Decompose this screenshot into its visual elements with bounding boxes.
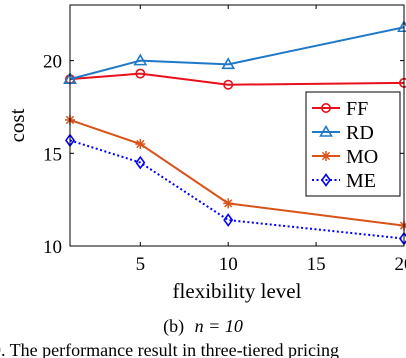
axes-box bbox=[69, 4, 405, 247]
marker-stroke bbox=[136, 139, 145, 149]
data-point-rd bbox=[133, 53, 148, 66]
series-line-rd bbox=[69, 26, 405, 81]
legend-marker-me bbox=[321, 173, 331, 187]
legend-label-ff: FF bbox=[346, 98, 368, 120]
legend-label-rd: RD bbox=[346, 122, 374, 144]
figure-caption-footer: 9. The performance result in three-tiere… bbox=[0, 340, 339, 358]
data-point-mo bbox=[223, 198, 234, 209]
series-line-ff bbox=[69, 72, 405, 86]
y-tick-label: 15 bbox=[43, 144, 62, 165]
legend-marker-ff bbox=[320, 103, 331, 114]
legend-item-ff: FF bbox=[312, 98, 368, 120]
axes: 5 10 15 20 10 15 20 bbox=[43, 4, 406, 275]
data-point-mo bbox=[135, 139, 146, 150]
data-point-ff bbox=[223, 79, 234, 90]
series-line-me bbox=[69, 139, 405, 240]
marker-stroke bbox=[321, 151, 331, 161]
y-tick-label: 10 bbox=[43, 237, 62, 258]
legend-item-me: ME bbox=[312, 170, 376, 192]
data-point-rd bbox=[221, 57, 236, 70]
x-tick-label: 5 bbox=[136, 254, 146, 275]
legend-marker-rd bbox=[319, 124, 333, 137]
legend-label-mo: MO bbox=[346, 146, 378, 168]
x-tick-label: 15 bbox=[307, 254, 326, 275]
y-axis-label: cost bbox=[5, 108, 29, 142]
caption-math: n = 10 bbox=[195, 316, 243, 336]
x-tick-label: 10 bbox=[219, 254, 238, 275]
data-point-me bbox=[135, 155, 146, 170]
series-ff bbox=[65, 68, 406, 90]
legend-item-mo: MO bbox=[312, 146, 378, 168]
y-tick-label: 20 bbox=[43, 52, 62, 73]
plot-area bbox=[63, 20, 406, 246]
series-line-mo bbox=[69, 118, 405, 227]
series-rd bbox=[63, 20, 406, 84]
data-point-me bbox=[399, 231, 406, 246]
x-axis-label: flexibility level bbox=[173, 279, 302, 303]
x-tick-label: 20 bbox=[395, 254, 406, 275]
data-point-ff bbox=[135, 68, 146, 79]
data-point-me bbox=[223, 213, 234, 227]
data-point-mo bbox=[399, 220, 406, 231]
caption: (b) n = 10 bbox=[163, 316, 243, 337]
legend-label-me: ME bbox=[346, 170, 376, 192]
caption-prefix: (b) bbox=[163, 316, 184, 337]
legend-marker-mo bbox=[321, 151, 331, 161]
data-point-rd bbox=[397, 20, 406, 33]
marker-stroke bbox=[224, 199, 233, 208]
legend-item-rd: RD bbox=[312, 122, 374, 144]
